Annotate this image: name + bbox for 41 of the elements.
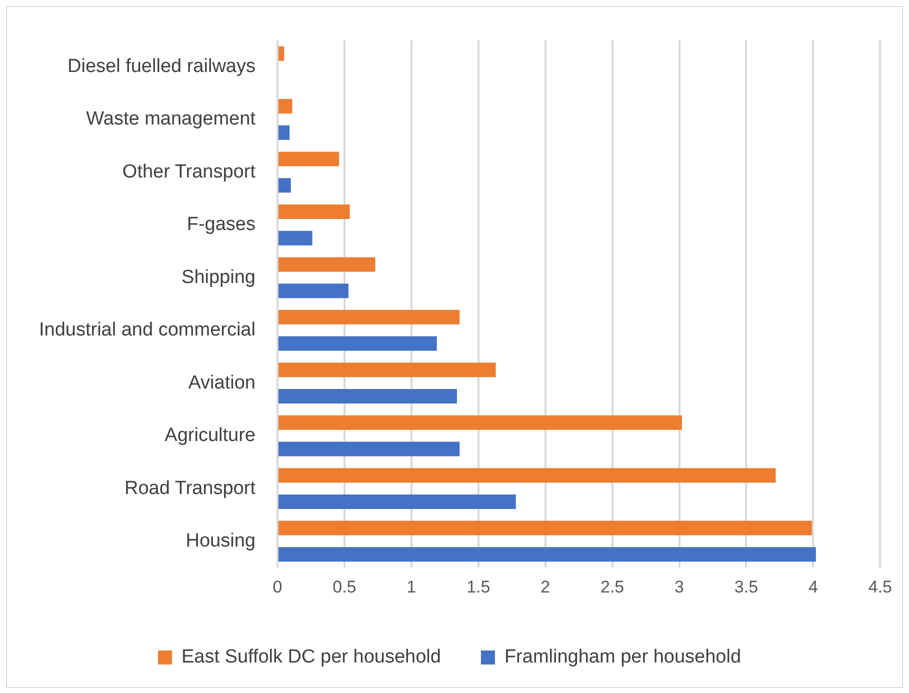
- bar: [278, 152, 340, 166]
- bar: [278, 520, 812, 536]
- x-tick-label: 3: [674, 577, 684, 596]
- bar: [278, 362, 496, 378]
- y-tick-label: Diesel fuelled railways: [68, 56, 256, 77]
- bar: [278, 284, 348, 298]
- bar: [278, 442, 460, 456]
- bar: [278, 257, 376, 272]
- y-tick-label: Waste management: [86, 108, 256, 130]
- bar: [278, 494, 516, 509]
- bar: [278, 336, 437, 351]
- y-tick-label: Housing: [186, 530, 256, 552]
- y-tick-label: Agriculture: [164, 425, 256, 446]
- x-tick-label: 4.5: [868, 577, 892, 596]
- bar: [278, 46, 284, 61]
- bar: [278, 204, 350, 219]
- y-tick-label: Other Transport: [122, 161, 256, 182]
- y-tick-label: Industrial and commercial: [38, 320, 256, 341]
- x-tick-label: 4: [808, 577, 818, 596]
- legend-label: Framlingham per household: [504, 646, 742, 668]
- x-tick-label: 0: [272, 577, 282, 596]
- bar: [278, 547, 816, 562]
- x-tick-label: 2.5: [600, 577, 624, 596]
- bar: [278, 310, 460, 324]
- x-tick-label: 2: [540, 577, 550, 596]
- x-tick-label: 0.5: [332, 577, 356, 596]
- y-tick-label: Road Transport: [124, 478, 256, 499]
- bar: [278, 415, 682, 430]
- y-tick-label: Aviation: [188, 372, 256, 394]
- x-tick-label: 1: [406, 577, 416, 596]
- bar: [278, 178, 291, 193]
- bar: [278, 389, 457, 404]
- bar: [278, 230, 312, 246]
- bar: [278, 468, 776, 483]
- y-tick-label: F-gases: [186, 214, 256, 236]
- y-tick-label: Shipping: [182, 266, 256, 288]
- legend-label: East Suffolk DC per household: [181, 646, 441, 668]
- bar: [278, 125, 290, 140]
- x-tick-label: 3.5: [734, 577, 758, 596]
- x-tick-label: 1.5: [466, 577, 490, 596]
- bar: [278, 99, 292, 114]
